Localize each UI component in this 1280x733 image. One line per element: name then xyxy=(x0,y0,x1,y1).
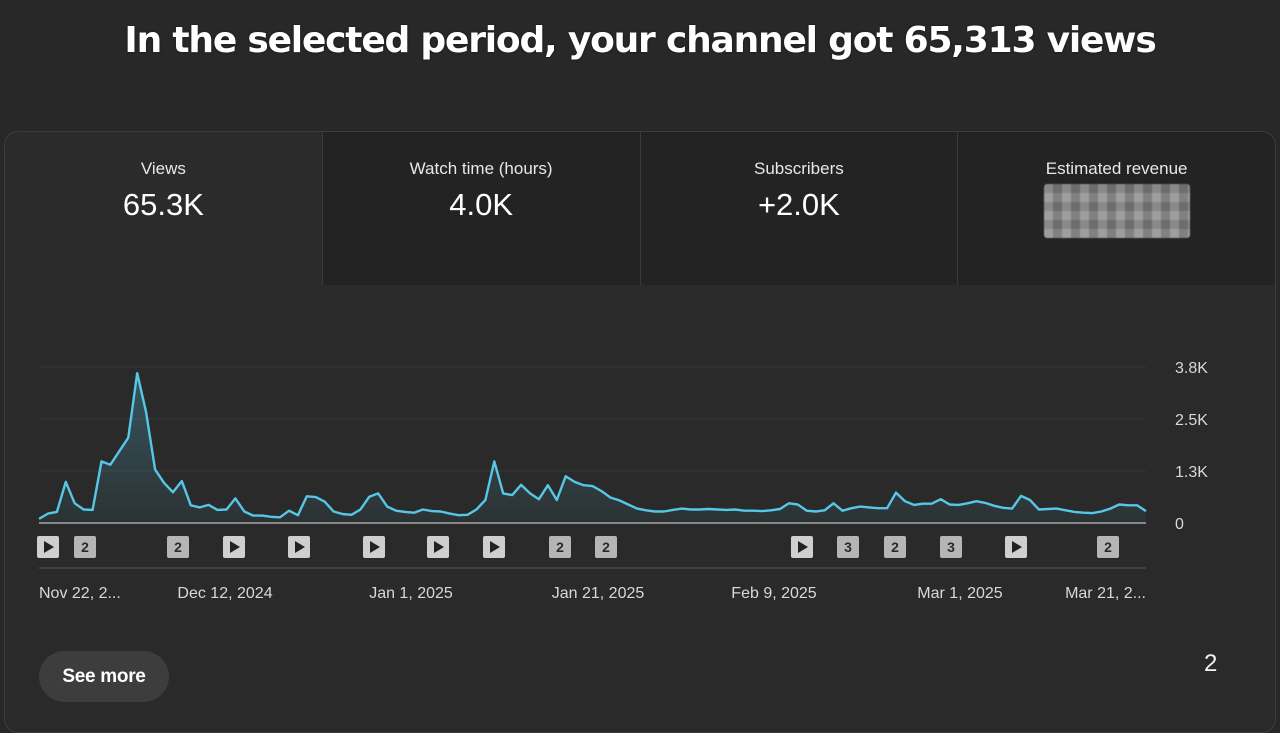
video-count-marker xyxy=(884,536,906,558)
video-count-marker xyxy=(167,536,189,558)
page-headline: In the selected period, your channel got… xyxy=(124,20,1156,61)
video-count-label: 2 xyxy=(1104,539,1112,555)
metric-label: Views xyxy=(140,159,186,178)
video-count-marker xyxy=(549,536,571,558)
play-icon xyxy=(798,541,808,553)
views-chart: 3.8K 2.5K 1.3K 0 2 2 2 2 3 2 3 2 Nov 22, 2... Dec 12,… xyxy=(37,360,1208,602)
play-icon xyxy=(490,541,500,553)
video-count-label: 2 xyxy=(891,539,899,555)
analytics-card: Views 65.3K Watch time (hours) 4.0K Subs… xyxy=(4,131,1276,733)
video-count-label: 3 xyxy=(844,539,852,555)
page-number: 2 xyxy=(1204,650,1218,677)
x-tick-label: Jan 1, 2025 xyxy=(369,585,453,602)
metric-label: Estimated revenue xyxy=(1045,159,1188,178)
metric-tab-views[interactable]: Views 65.3K xyxy=(5,132,323,285)
video-count-marker xyxy=(74,536,96,558)
blurred-revenue-value xyxy=(1043,184,1190,238)
metric-tab-watch-time[interactable]: Watch time (hours) 4.0K xyxy=(322,132,641,285)
metric-value: 65.3K xyxy=(122,187,204,222)
video-count-marker xyxy=(837,536,859,558)
video-count-label: 2 xyxy=(81,539,89,555)
x-tick-label: Mar 1, 2025 xyxy=(917,585,1002,602)
see-more-button[interactable]: See more xyxy=(39,651,169,702)
x-tick-label: Nov 22, 2... xyxy=(39,585,121,602)
video-count-marker xyxy=(940,536,962,558)
metric-tab-revenue[interactable]: Estimated revenue xyxy=(958,132,1275,285)
play-icon xyxy=(434,541,444,553)
video-count-label: 2 xyxy=(602,539,610,555)
play-icon xyxy=(370,541,380,553)
views-area-fill xyxy=(39,373,1146,523)
video-count-label: 2 xyxy=(556,539,564,555)
metric-label: Watch time (hours) xyxy=(409,159,553,178)
video-count-marker xyxy=(595,536,617,558)
video-count-label: 2 xyxy=(174,539,182,555)
play-icon xyxy=(44,541,54,553)
metric-tab-subscribers[interactable]: Subscribers +2.0K xyxy=(640,132,959,285)
play-icon xyxy=(1012,541,1022,553)
play-icon xyxy=(230,541,240,553)
metric-value: 4.0K xyxy=(449,187,514,222)
metric-label: Subscribers xyxy=(753,159,844,178)
views-series-line xyxy=(38,372,1147,520)
y-tick-label: 0 xyxy=(1175,516,1184,533)
x-tick-label: Dec 12, 2024 xyxy=(177,585,272,602)
x-tick-label: Feb 9, 2025 xyxy=(731,585,817,602)
video-count-marker xyxy=(1097,536,1119,558)
y-tick-label: 2.5K xyxy=(1175,412,1208,429)
x-tick-label: Jan 21, 2025 xyxy=(552,585,645,602)
x-tick-label: Mar 21, 2... xyxy=(1065,585,1146,602)
y-tick-label: 1.3K xyxy=(1175,464,1208,481)
y-tick-label: 3.8K xyxy=(1175,360,1208,377)
play-icon xyxy=(295,541,305,553)
video-count-label: 3 xyxy=(947,539,955,555)
metric-value: +2.0K xyxy=(757,187,840,222)
metric-tabs: Views 65.3K Watch time (hours) 4.0K Subs… xyxy=(5,132,1275,285)
